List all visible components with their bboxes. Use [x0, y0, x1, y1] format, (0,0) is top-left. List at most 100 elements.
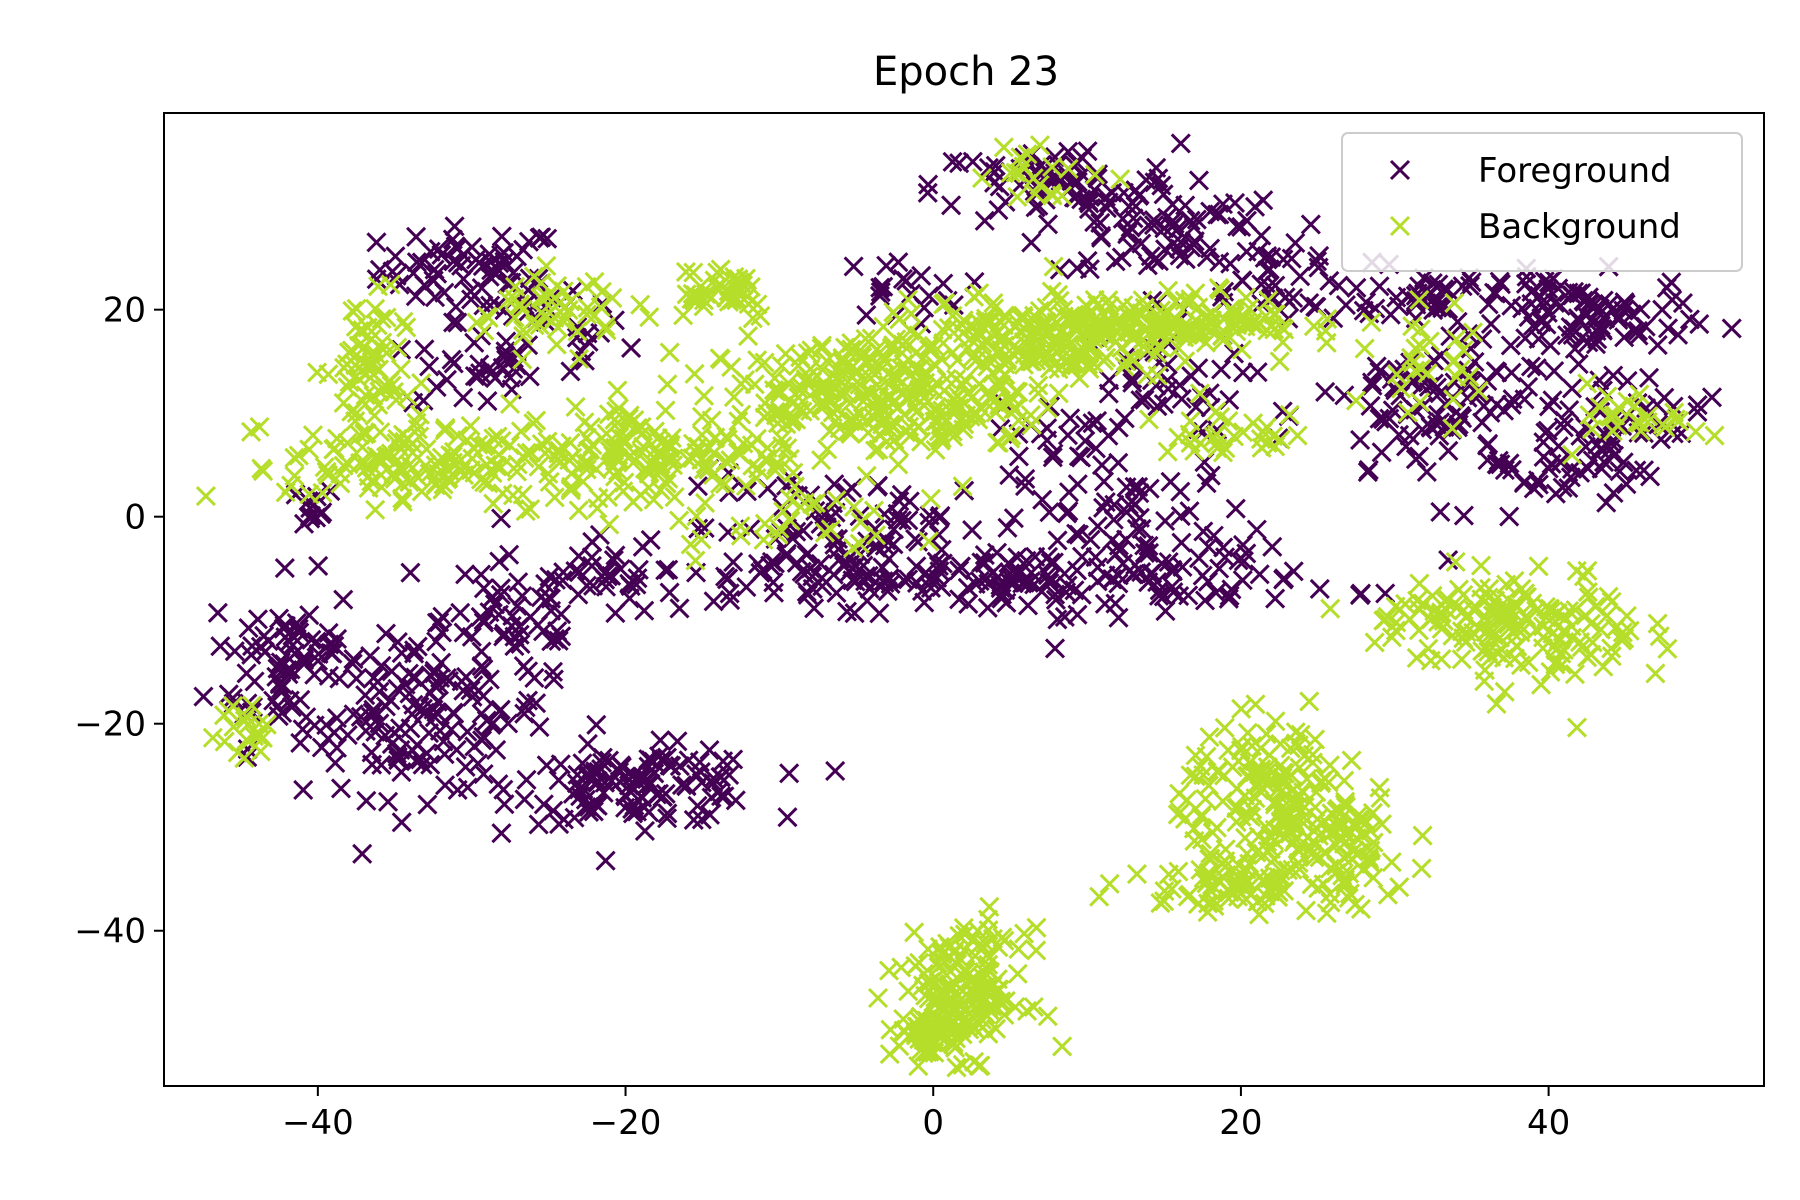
- data-point: [1603, 482, 1624, 503]
- data-point: [418, 723, 440, 744]
- data-point: [1087, 516, 1108, 537]
- data-point: [516, 769, 537, 790]
- data-point: [537, 228, 558, 249]
- data-point: [1082, 413, 1103, 434]
- data-point: [576, 276, 597, 297]
- data-point: [355, 385, 376, 406]
- data-point: [1068, 446, 1089, 467]
- data-point: [1023, 310, 1044, 331]
- data-point: [1598, 586, 1619, 607]
- data-point: [925, 439, 946, 460]
- data-point: [1596, 605, 1618, 626]
- data-point: [500, 367, 521, 388]
- data-point: [477, 306, 498, 327]
- data-point: [1088, 164, 1109, 185]
- data-point: [549, 814, 570, 835]
- data-point: [375, 623, 397, 644]
- data-point: [1395, 436, 1417, 457]
- data-point: [1473, 607, 1495, 628]
- x-tick-label: 0: [922, 1103, 944, 1143]
- data-point: [1294, 797, 1315, 818]
- data-point: [640, 529, 661, 551]
- data-point: [1319, 270, 1340, 292]
- data-point: [1433, 279, 1454, 300]
- data-point: [595, 850, 616, 871]
- data-point: [513, 656, 534, 677]
- data-point: [747, 350, 768, 371]
- data-point: [978, 920, 999, 941]
- data-point: [473, 763, 494, 785]
- data-point: [1462, 322, 1484, 343]
- data-point: [742, 455, 763, 476]
- data-point: [949, 153, 970, 174]
- data-point: [1032, 489, 1053, 510]
- data-point: [1003, 508, 1024, 529]
- data-point: [1014, 476, 1036, 497]
- data-point: [531, 227, 552, 248]
- data-point: [397, 428, 418, 449]
- data-point: [718, 522, 739, 543]
- data-point: [572, 753, 593, 774]
- data-point: [405, 286, 426, 307]
- data-point: [1212, 442, 1234, 463]
- data-point: [300, 505, 322, 526]
- data-point: [819, 421, 840, 442]
- data-point: [234, 747, 255, 769]
- data-point: [607, 380, 628, 401]
- data-point: [364, 405, 385, 426]
- data-point: [1094, 324, 1115, 345]
- data-point: [843, 496, 865, 517]
- data-point: [1116, 477, 1137, 498]
- data-point: [548, 448, 569, 470]
- data-point: [731, 373, 752, 394]
- data-point: [1194, 590, 1216, 611]
- data-point: [1236, 210, 1258, 231]
- data-point: [1281, 248, 1302, 269]
- data-point: [1352, 825, 1373, 846]
- data-point: [1210, 279, 1231, 300]
- data-point: [349, 425, 370, 446]
- data-point: [812, 576, 833, 597]
- data-point: [384, 468, 405, 489]
- data-point: [1427, 414, 1448, 436]
- data-point: [1023, 996, 1044, 1018]
- data-point: [1541, 453, 1562, 474]
- data-point: [1362, 375, 1383, 396]
- data-point: [1626, 460, 1647, 481]
- data-point: [1333, 833, 1355, 854]
- data-point: [508, 572, 529, 593]
- data-point: [515, 697, 536, 718]
- data-point: [453, 456, 474, 477]
- data-point: [1533, 627, 1554, 648]
- data-point: [1438, 440, 1459, 461]
- data-point: [1483, 625, 1505, 646]
- data-point: [1603, 405, 1624, 426]
- data-point: [906, 388, 927, 409]
- data-point: [946, 398, 967, 419]
- data-point: [1245, 694, 1266, 715]
- data-point: [687, 476, 709, 497]
- data-point: [323, 439, 344, 460]
- data-point: [1443, 389, 1464, 410]
- data-point: [299, 605, 320, 626]
- data-point: [991, 588, 1012, 609]
- data-point: [299, 439, 320, 460]
- data-point: [567, 316, 588, 337]
- data-point: [1155, 510, 1176, 532]
- data-point: [1214, 717, 1235, 738]
- data-point: [1232, 422, 1254, 443]
- data-point: [938, 317, 959, 339]
- data-point: [1021, 351, 1043, 372]
- data-point: [1601, 638, 1622, 659]
- data-point: [878, 569, 899, 590]
- data-point: [857, 531, 878, 552]
- data-point: [333, 455, 354, 476]
- data-point: [1526, 358, 1547, 379]
- data-point: [553, 281, 574, 302]
- data-point: [1108, 452, 1129, 473]
- data-point: [1237, 722, 1258, 743]
- data-point: [856, 465, 877, 486]
- data-point: [443, 251, 464, 272]
- data-point: [975, 311, 996, 332]
- data-point: [775, 475, 797, 496]
